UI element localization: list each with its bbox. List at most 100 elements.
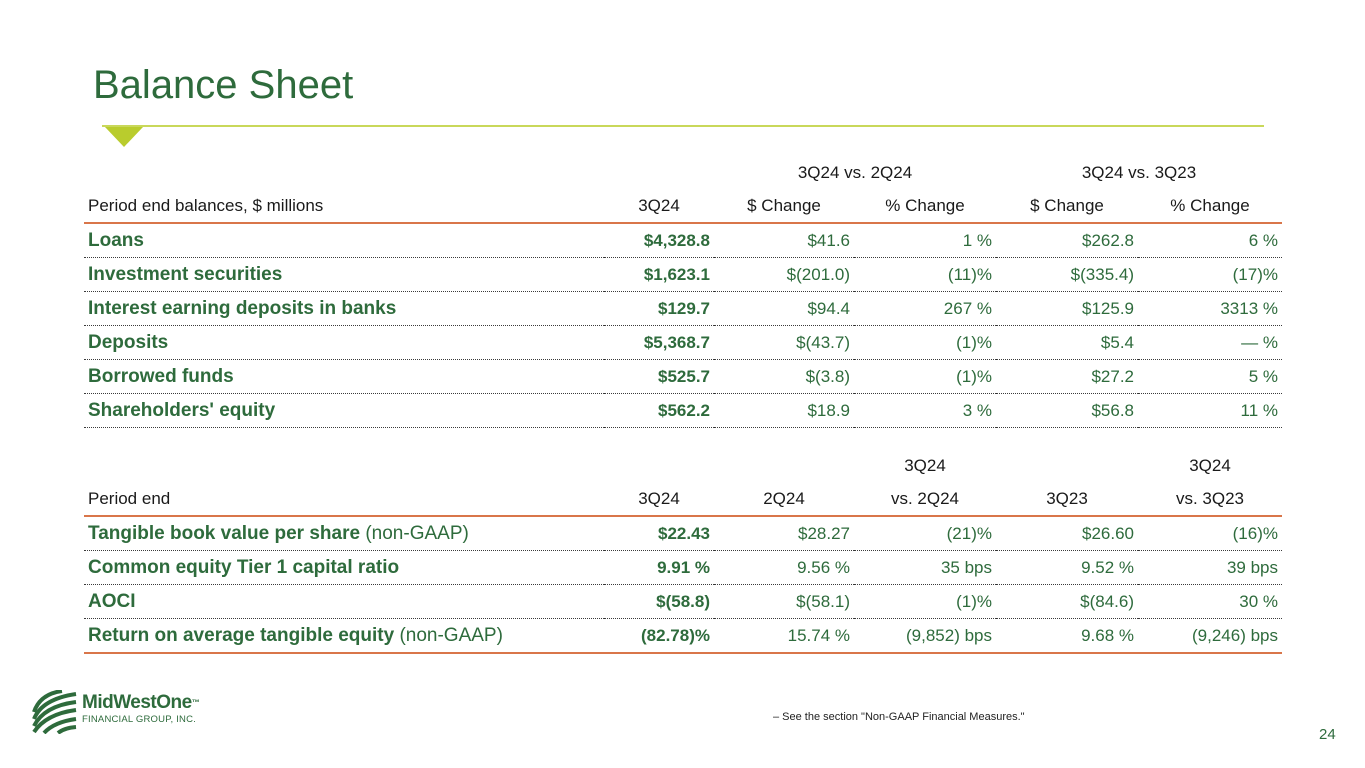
cell-value: $525.7 xyxy=(604,359,714,394)
column-header: vs. 3Q23 xyxy=(1138,482,1282,517)
cell-value: (16)% xyxy=(1138,516,1282,551)
non-gaap-suffix: (non-GAAP) xyxy=(360,523,469,544)
row-label-text: Tangible book value per share xyxy=(88,523,361,544)
cell-value: (1)% xyxy=(854,325,996,360)
cell-value: 39 bps xyxy=(1138,550,1282,585)
cell-value: — % xyxy=(1138,325,1282,360)
cell-value: $41.6 xyxy=(714,223,854,258)
row-label-text: Common equity Tier 1 capital ratio xyxy=(88,557,400,578)
capital-metrics-table: 3Q24 3Q24 Period end 3Q24 2Q24 vs. 2Q24 … xyxy=(84,448,1282,654)
table-group-header-row: 3Q24 vs. 2Q24 3Q24 vs. 3Q23 xyxy=(84,155,1282,189)
page-number: 24 xyxy=(1319,726,1336,743)
title-triangle-marker xyxy=(105,127,143,147)
table-row: Tangible book value per share (non-GAAP)… xyxy=(84,516,1282,551)
cell-value: 11 % xyxy=(1138,393,1282,428)
page-title: Balance Sheet xyxy=(93,63,354,107)
cell-value: (11)% xyxy=(854,257,996,292)
cell-value: $1,623.1 xyxy=(604,257,714,292)
row-label: Shareholders' equity xyxy=(84,393,604,428)
cell-value: (9,852) bps xyxy=(854,618,996,654)
group-header: 3Q24 xyxy=(904,455,946,475)
row-label-text: Return on average tangible equity xyxy=(88,625,395,646)
cell-value: $(335.4) xyxy=(996,257,1138,292)
row-label: AOCI xyxy=(84,584,604,619)
cell-value: (17)% xyxy=(1138,257,1282,292)
cell-value: $94.4 xyxy=(714,291,854,326)
table-header-row: Period end balances, $ millions 3Q24 $ C… xyxy=(84,189,1282,224)
row-label: Common equity Tier 1 capital ratio xyxy=(84,550,604,585)
cell-value: (21)% xyxy=(854,516,996,551)
row-label: Interest earning deposits in banks xyxy=(84,291,604,326)
table-group-header-row: 3Q24 3Q24 xyxy=(84,448,1282,482)
group-header: 3Q24 vs. 2Q24 xyxy=(797,162,913,182)
balances-table: 3Q24 vs. 2Q24 3Q24 vs. 3Q23 Period end b… xyxy=(84,155,1282,428)
table-row: Deposits $5,368.7 $(43.7) (1)% $5.4 — % xyxy=(84,325,1282,360)
cell-value: $5,368.7 xyxy=(604,325,714,360)
logo-wordmark: MidWestOne™ xyxy=(82,692,200,713)
column-header: $ Change xyxy=(714,189,854,224)
table-row: Common equity Tier 1 capital ratio 9.91 … xyxy=(84,550,1282,585)
cell-value: $(58.1) xyxy=(714,584,854,619)
cell-value: $4,328.8 xyxy=(604,223,714,258)
row-label: Tangible book value per share (non-GAAP) xyxy=(84,516,604,551)
cell-value: 1 % xyxy=(854,223,996,258)
cell-value: $18.9 xyxy=(714,393,854,428)
cell-value: $(3.8) xyxy=(714,359,854,394)
cell-value: 9.52 % xyxy=(996,550,1138,585)
cell-value: $(84.6) xyxy=(996,584,1138,619)
table-row: Investment securities $1,623.1 $(201.0) … xyxy=(84,257,1282,292)
table-row: Return on average tangible equity (non-G… xyxy=(84,618,1282,654)
row-label: Return on average tangible equity (non-G… xyxy=(84,618,604,654)
non-gaap-suffix: (non-GAAP) xyxy=(394,625,503,646)
cell-value: $129.7 xyxy=(604,291,714,326)
row-label: Loans xyxy=(84,223,604,258)
column-header: 3Q23 xyxy=(996,482,1138,517)
column-header: vs. 2Q24 xyxy=(854,482,996,517)
title-rule xyxy=(102,125,1264,127)
cell-value: 3 % xyxy=(854,393,996,428)
cell-value: 3313 % xyxy=(1138,291,1282,326)
cell-value: 15.74 % xyxy=(714,618,854,654)
table-row: Shareholders' equity $562.2 $18.9 3 % $5… xyxy=(84,393,1282,428)
cell-value: (1)% xyxy=(854,584,996,619)
column-header: $ Change xyxy=(996,189,1138,224)
column-header: 3Q24 xyxy=(604,482,714,517)
cell-value: $562.2 xyxy=(604,393,714,428)
column-header: Period end xyxy=(84,482,604,517)
column-header: 3Q24 xyxy=(604,189,714,224)
table-row: Loans $4,328.8 $41.6 1 % $262.8 6 % xyxy=(84,223,1282,258)
column-header: % Change xyxy=(854,189,996,224)
cell-value: 9.91 % xyxy=(604,550,714,585)
group-header: 3Q24 xyxy=(1189,455,1231,475)
cell-value: $(201.0) xyxy=(714,257,854,292)
cell-value: (1)% xyxy=(854,359,996,394)
column-header: Period end balances, $ millions xyxy=(84,189,604,224)
table-row: AOCI $(58.8) $(58.1) (1)% $(84.6) 30 % xyxy=(84,584,1282,619)
cell-value: $56.8 xyxy=(996,393,1138,428)
wheat-field-icon xyxy=(32,689,78,735)
cell-value: 9.68 % xyxy=(996,618,1138,654)
cell-value: 6 % xyxy=(1138,223,1282,258)
table-row: Interest earning deposits in banks $129.… xyxy=(84,291,1282,326)
table-row: Borrowed funds $525.7 $(3.8) (1)% $27.2 … xyxy=(84,359,1282,394)
row-label: Deposits xyxy=(84,325,604,360)
column-header: 2Q24 xyxy=(714,482,854,517)
logo-subtitle: FINANCIAL GROUP, INC. xyxy=(82,714,196,725)
cell-value: (82.78)% xyxy=(604,618,714,654)
cell-value: 9.56 % xyxy=(714,550,854,585)
table-header-row: Period end 3Q24 2Q24 vs. 2Q24 3Q23 vs. 3… xyxy=(84,482,1282,517)
cell-value: $(43.7) xyxy=(714,325,854,360)
row-label: Borrowed funds xyxy=(84,359,604,394)
cell-value: $5.4 xyxy=(996,325,1138,360)
footnote: – See the section "Non-GAAP Financial Me… xyxy=(773,711,1025,723)
cell-value: $26.60 xyxy=(996,516,1138,551)
cell-value: $262.8 xyxy=(996,223,1138,258)
cell-value: 30 % xyxy=(1138,584,1282,619)
cell-value: $27.2 xyxy=(996,359,1138,394)
cell-value: $(58.8) xyxy=(604,584,714,619)
cell-value: 5 % xyxy=(1138,359,1282,394)
row-label-text: AOCI xyxy=(88,591,136,612)
row-label: Investment securities xyxy=(84,257,604,292)
column-header: % Change xyxy=(1138,189,1282,224)
group-header: 3Q24 vs. 3Q23 xyxy=(1081,162,1197,182)
